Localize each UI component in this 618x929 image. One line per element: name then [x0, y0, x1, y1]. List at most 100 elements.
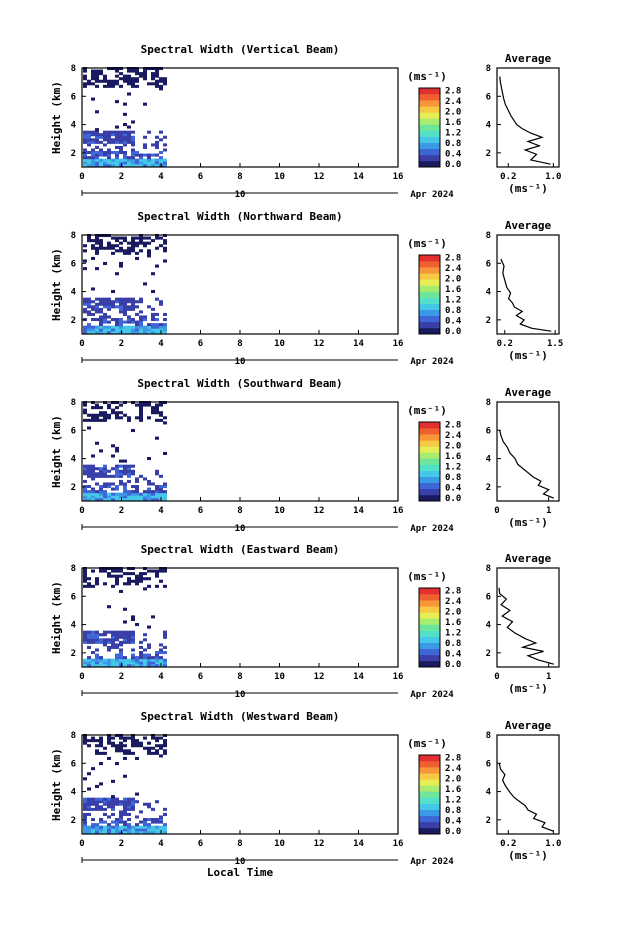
x-tick-label: 4 [158, 339, 164, 349]
heatmap-cell [111, 820, 115, 824]
heatmap-cell [115, 467, 119, 471]
heatmap-cell [155, 140, 159, 144]
x-tick-label: 12 [314, 839, 325, 849]
heatmap-cell [111, 236, 115, 240]
x-tick-label: 6 [198, 506, 203, 516]
heatmap-cell [91, 74, 95, 78]
heatmap-cell [111, 633, 115, 637]
heatmap-cell [95, 418, 99, 422]
heatmap-cell [123, 485, 127, 489]
heatmap-cell [143, 161, 147, 165]
heatmap-cell [107, 305, 111, 309]
heatmap-cell [127, 467, 131, 471]
heatmap-cell [119, 325, 123, 329]
heatmap-cell [143, 328, 147, 332]
heatmap-cell [99, 487, 103, 491]
heatmap-cell [143, 746, 147, 750]
heatmap-cell [155, 487, 159, 491]
heatmap-cell [139, 577, 143, 581]
colorbar-swatch [419, 660, 440, 668]
heatmap-cell [143, 163, 147, 167]
heatmap-cell [163, 828, 167, 832]
heatmap-cell [103, 640, 107, 644]
heatmap-cell [139, 325, 143, 329]
colorbar-swatch [419, 309, 440, 317]
heatmap-cell [127, 802, 131, 806]
heatmap-cell [147, 416, 151, 420]
average-unit: (ms⁻¹) [508, 682, 548, 695]
colorbar-swatch [419, 797, 440, 804]
heatmap-cell [147, 663, 151, 667]
heatmap-cell [163, 739, 167, 743]
colorbar-tick-label: 0.0 [445, 827, 461, 837]
heatmap-cell [91, 495, 95, 499]
heatmap-cell [143, 638, 147, 642]
heatmap-cell [123, 828, 127, 832]
heatmap-cell [123, 640, 127, 644]
heatmap-cell [83, 820, 87, 824]
heatmap-cell [155, 490, 159, 494]
colorbar-unit: (ms⁻¹) [407, 70, 447, 83]
heatmap-cell [83, 739, 87, 743]
heatmap-cell [147, 751, 151, 755]
heatmap-cell [87, 663, 91, 667]
average-y-tick-label: 6 [486, 592, 491, 602]
heatmap-cell [103, 297, 107, 301]
heatmap-cell [95, 661, 99, 665]
heatmap-cell [91, 133, 95, 137]
heatmap-cell [159, 151, 163, 155]
heatmap-cell [119, 307, 123, 311]
heatmap-cell [91, 246, 95, 250]
heatmap-cell [119, 633, 123, 637]
average-y-tick-label: 6 [486, 259, 491, 269]
heatmap-cell [131, 805, 135, 809]
heatmap-cell [83, 572, 87, 576]
heatmap-cell [135, 574, 139, 578]
colorbar [418, 87, 441, 168]
heatmap-cell [103, 153, 107, 157]
heatmap-cell [155, 825, 159, 829]
heatmap-cell [123, 138, 127, 142]
heatmap-cell [119, 820, 123, 824]
x-tick-label: 8 [237, 506, 242, 516]
heatmap-cell [83, 82, 87, 86]
heatmap-cell [151, 746, 155, 750]
heatmap-cell [99, 153, 103, 157]
colorbar-tick-label: 0.0 [445, 494, 461, 504]
heatmap-cell [155, 406, 159, 410]
heatmap-cell [95, 138, 99, 142]
heatmap-cell [107, 300, 111, 304]
heatmap-cell [139, 820, 143, 824]
heatmap-cell [111, 302, 115, 306]
colorbar-tick-label: 2.0 [445, 775, 461, 785]
heatmap-cell [155, 69, 159, 73]
date-day-label: 10 [235, 357, 246, 367]
heatmap-cell [147, 161, 151, 165]
heatmap-cell [91, 82, 95, 86]
colorbar-tick-label: 1.2 [445, 296, 461, 306]
heatmap-cell [123, 807, 127, 811]
heatmap-cell [95, 663, 99, 667]
heatmap-cell [83, 574, 87, 578]
colorbar-swatch [419, 130, 440, 137]
heatmap-cell [95, 635, 99, 639]
heatmap-cell [151, 153, 155, 157]
heatmap-cell [131, 163, 135, 167]
heatmap-cell [127, 661, 131, 665]
heatmap-cell [95, 249, 99, 253]
heatmap-cell [103, 318, 107, 322]
average-line [500, 258, 552, 332]
heatmap-cell [99, 485, 103, 489]
heatmap-cell [135, 661, 139, 665]
heatmap-cell [95, 658, 99, 662]
heatmap-cell [111, 661, 115, 665]
heatmap-cell [115, 797, 119, 801]
heatmap-cell [103, 328, 107, 332]
heatmap-cell [127, 330, 131, 334]
heatmap-cell [99, 497, 103, 501]
heatmap-cell [119, 72, 123, 76]
heatmap-cell [147, 802, 151, 806]
heatmap-cell [107, 497, 111, 501]
heatmap-cell [99, 818, 103, 822]
